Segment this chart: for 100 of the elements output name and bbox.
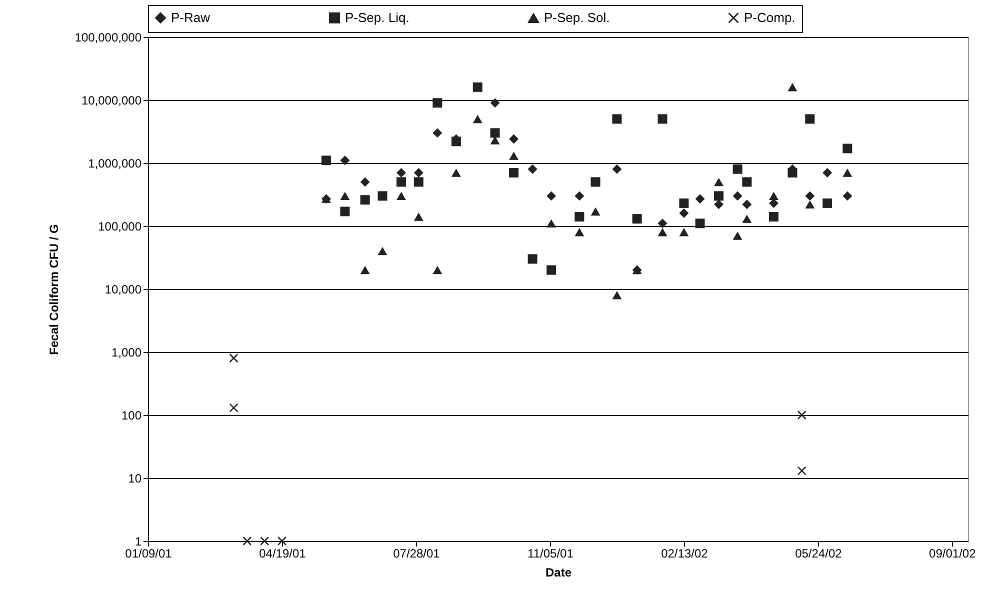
y-axis-title: Fecal Coliform CFU / G bbox=[46, 224, 61, 355]
point bbox=[451, 136, 461, 146]
point bbox=[679, 228, 689, 236]
point bbox=[574, 228, 584, 236]
point bbox=[277, 536, 287, 546]
point bbox=[509, 168, 519, 178]
point bbox=[490, 128, 500, 138]
point bbox=[451, 168, 461, 177]
y-tick-label: 100,000 bbox=[98, 220, 142, 234]
point bbox=[797, 466, 806, 476]
point bbox=[612, 164, 622, 174]
point bbox=[546, 191, 556, 201]
x-tick-label: 01/09/01 bbox=[125, 546, 172, 560]
point bbox=[842, 191, 852, 201]
y-tick-label: 100,000,000 bbox=[74, 30, 142, 44]
point bbox=[714, 178, 724, 186]
point bbox=[822, 168, 832, 178]
point bbox=[260, 536, 270, 546]
point bbox=[414, 177, 424, 187]
point bbox=[378, 246, 388, 256]
legend-label: P-Sep. Liq. bbox=[345, 10, 410, 25]
point bbox=[490, 136, 500, 144]
point bbox=[590, 177, 600, 187]
point bbox=[340, 192, 350, 200]
point bbox=[242, 536, 252, 546]
point bbox=[742, 177, 752, 187]
point bbox=[805, 200, 815, 209]
y-tick-label: 10 bbox=[128, 472, 142, 486]
point bbox=[432, 98, 442, 108]
point bbox=[490, 98, 500, 108]
point bbox=[546, 219, 556, 228]
legend-label: P-Comp. bbox=[744, 10, 796, 25]
point bbox=[432, 266, 442, 274]
point bbox=[732, 232, 742, 240]
y-tick-label: 1 bbox=[134, 534, 142, 548]
point bbox=[788, 83, 798, 92]
legend-label: P-Raw bbox=[171, 10, 211, 25]
point bbox=[472, 114, 482, 124]
point bbox=[714, 200, 724, 210]
point bbox=[360, 177, 370, 187]
point bbox=[528, 254, 538, 264]
point bbox=[768, 192, 778, 200]
y-tick-label: 10,000 bbox=[104, 282, 142, 296]
point bbox=[396, 192, 406, 200]
point bbox=[612, 114, 622, 124]
point bbox=[658, 228, 668, 236]
point bbox=[842, 144, 852, 154]
point bbox=[229, 354, 238, 363]
x-tick-label: 02/13/02 bbox=[661, 546, 708, 560]
point bbox=[546, 265, 556, 275]
point bbox=[805, 191, 815, 201]
point bbox=[340, 206, 350, 216]
point bbox=[340, 156, 350, 166]
point bbox=[658, 218, 668, 228]
point bbox=[632, 214, 642, 224]
point bbox=[528, 164, 538, 174]
point bbox=[360, 266, 370, 274]
point bbox=[414, 168, 424, 178]
point bbox=[805, 114, 815, 124]
x-tick-label: 05/24/02 bbox=[795, 546, 842, 560]
point bbox=[414, 212, 424, 221]
point bbox=[378, 191, 388, 201]
x-tick-label: 09/01/02 bbox=[929, 546, 976, 560]
y-tick-label: 1,000 bbox=[111, 346, 142, 360]
legend-label: P-Sep. Sol. bbox=[544, 10, 610, 26]
point bbox=[360, 195, 370, 205]
y-tick-label: 10,000,000 bbox=[81, 94, 142, 108]
point bbox=[679, 198, 689, 208]
point bbox=[396, 168, 406, 178]
point bbox=[768, 212, 778, 222]
point bbox=[472, 82, 482, 92]
point bbox=[842, 168, 852, 177]
point bbox=[695, 218, 705, 228]
y-tick-label: 1,000,000 bbox=[88, 156, 142, 170]
point bbox=[590, 207, 600, 216]
y-tick-label: 100 bbox=[121, 408, 142, 422]
point bbox=[432, 128, 442, 138]
point bbox=[695, 194, 705, 204]
point bbox=[321, 156, 331, 166]
point bbox=[714, 191, 724, 201]
point bbox=[788, 168, 798, 178]
point bbox=[612, 290, 622, 300]
point bbox=[574, 191, 584, 201]
point bbox=[797, 410, 806, 420]
point bbox=[822, 198, 832, 208]
point bbox=[742, 214, 752, 223]
point bbox=[732, 164, 742, 174]
point bbox=[396, 177, 406, 187]
point bbox=[509, 152, 519, 160]
x-tick-label: 04/19/01 bbox=[259, 546, 306, 560]
point bbox=[509, 134, 519, 144]
point bbox=[574, 212, 584, 222]
point bbox=[679, 208, 689, 218]
point bbox=[732, 191, 742, 201]
point bbox=[229, 403, 238, 412]
x-tick-label: 07/28/01 bbox=[393, 546, 440, 560]
x-axis-title: Date bbox=[545, 566, 572, 580]
x-tick-label: 11/05/01 bbox=[528, 546, 574, 560]
point bbox=[742, 200, 752, 210]
point bbox=[658, 114, 668, 124]
